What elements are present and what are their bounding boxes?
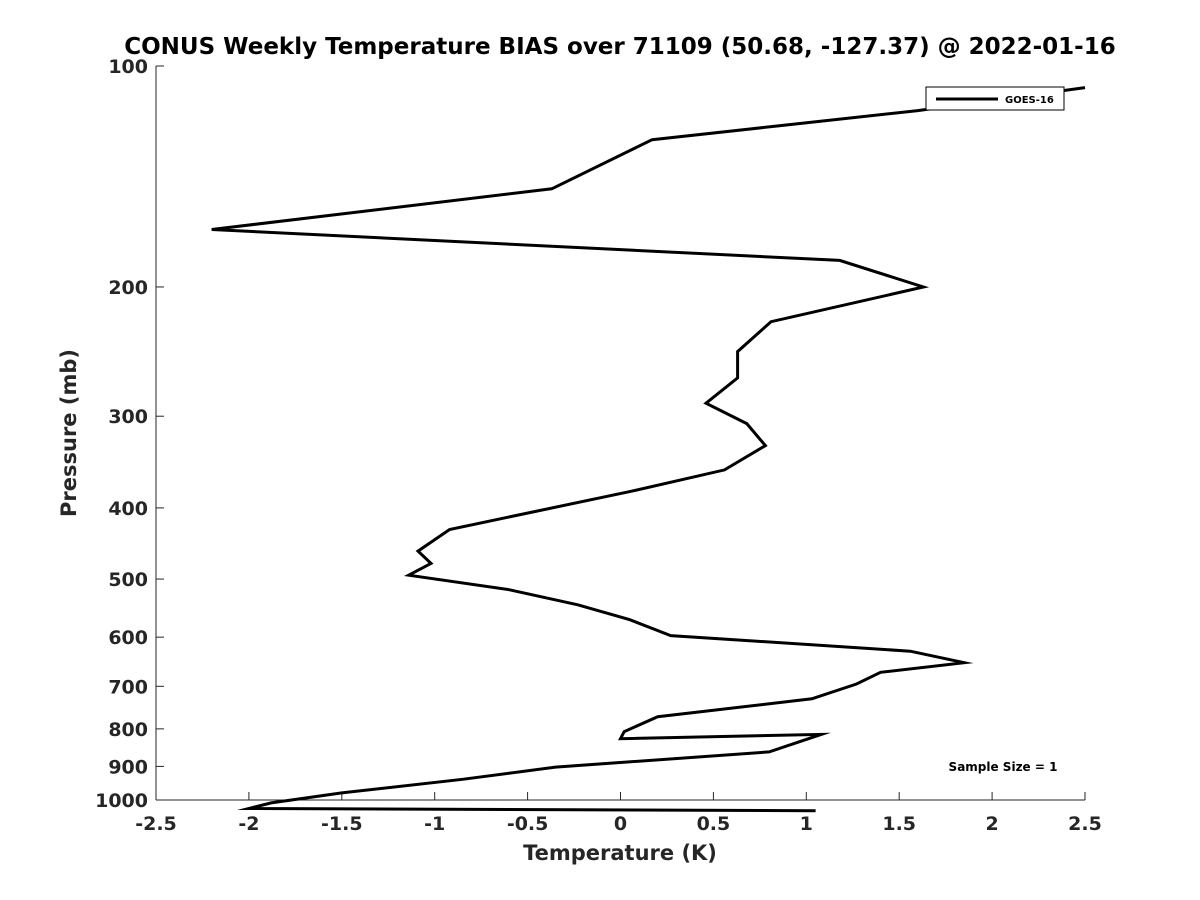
y-tick-label: 500 <box>108 569 148 591</box>
y-tick-label: 800 <box>108 719 148 741</box>
x-tick-label: 0.5 <box>697 813 731 835</box>
x-tick-label: -0.5 <box>507 813 549 835</box>
x-tick-label: -2 <box>238 813 259 835</box>
y-tick-label: 300 <box>108 406 148 428</box>
x-tick-label: 1 <box>800 813 813 835</box>
sample-size-annotation: Sample Size = 1 <box>949 760 1058 774</box>
x-tick-label: 2 <box>985 813 998 835</box>
x-tick-label: -2.5 <box>135 813 177 835</box>
x-axis-label: Temperature (K) <box>523 841 717 865</box>
y-tick-label: 1000 <box>95 790 148 812</box>
x-tick-label: 2.5 <box>1068 813 1102 835</box>
x-tick-label: 1.5 <box>882 813 916 835</box>
y-axis-ticks: 100 200 300 400 500 600 700 800 900 1000 <box>95 56 164 812</box>
x-tick-label: -1.5 <box>321 813 363 835</box>
series-layer <box>211 86 1086 813</box>
plot-background <box>156 66 1085 800</box>
legend-label-goes-16: GOES-16 <box>1005 95 1054 106</box>
series-line-goes-16 <box>211 86 1086 813</box>
chart-title: CONUS Weekly Temperature BIAS over 71109… <box>124 34 1115 60</box>
y-tick-label: 900 <box>108 756 148 778</box>
y-tick-label: 600 <box>108 627 148 649</box>
x-axis-ticks: -2.5 -2 -1.5 -1 -0.5 0 0.5 1 1.5 2 2.5 <box>135 792 1102 835</box>
plot-area <box>155 66 1085 801</box>
y-tick-label: 400 <box>108 498 148 520</box>
y-axis-label: Pressure (mb) <box>57 349 81 517</box>
x-tick-label: 0 <box>614 813 627 835</box>
y-tick-label: 700 <box>108 676 148 698</box>
x-tick-label: -1 <box>424 813 445 835</box>
legend: GOES-16 <box>925 86 1065 111</box>
y-tick-label: 200 <box>108 277 148 299</box>
y-tick-label: 100 <box>108 56 148 78</box>
